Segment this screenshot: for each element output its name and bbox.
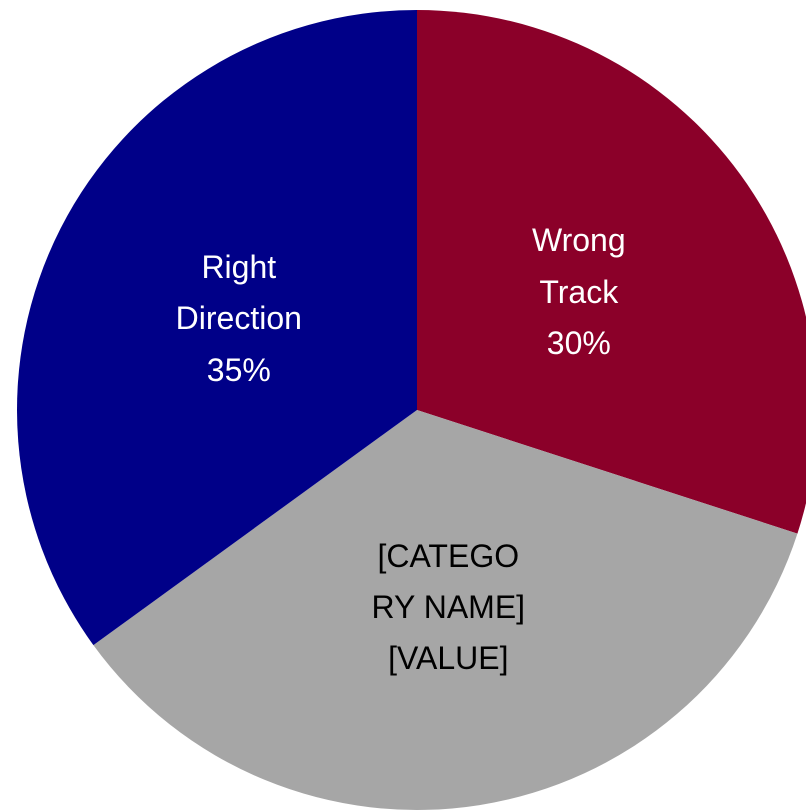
pie-slice — [417, 10, 806, 534]
slice-value-label: 35% — [206, 351, 271, 388]
slice-category-label: Right Direction — [175, 249, 302, 337]
slice-category-label: Wrong Track — [531, 222, 626, 310]
pie-slice — [93, 410, 798, 810]
pie-slice — [17, 10, 417, 646]
slice-label: Right Direction 35% — [144, 242, 334, 396]
slice-value-label: [VALUE] — [388, 640, 509, 677]
slice-label: Wrong Track 30% — [504, 216, 654, 370]
slice-label: [CATEGORY NAME] [VALUE] — [368, 531, 528, 685]
slice-value-label: 30% — [546, 325, 611, 362]
slice-category-label: [CATEGORY NAME] — [371, 537, 526, 625]
